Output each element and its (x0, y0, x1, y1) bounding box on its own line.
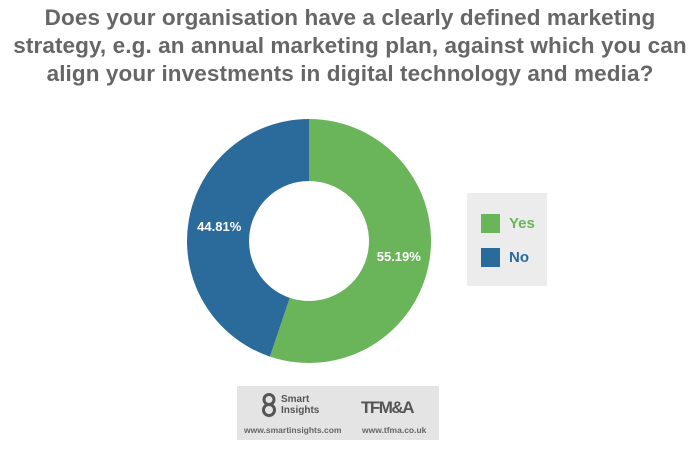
legend-item-no: No (481, 248, 529, 267)
tfma-logo: TFM&A (361, 398, 414, 417)
donut-slices (187, 119, 431, 363)
legend-swatch-yes (481, 214, 500, 233)
donut-slice-yes (269, 119, 431, 363)
smart-insights-icon (262, 393, 276, 417)
donut-slice-no (187, 119, 309, 357)
smart-insights-logo-text: Smart Insights (281, 394, 319, 416)
logo-left-line2: Insights (281, 405, 320, 416)
chart-legend: Yes No (467, 193, 547, 286)
logo-left-line1: Smart (281, 394, 310, 405)
legend-item-yes: Yes (481, 214, 535, 233)
legend-swatch-no (481, 248, 500, 267)
url-tfma: www.tfma.co.uk (362, 425, 427, 435)
smart-insights-logo: Smart Insights (261, 393, 319, 417)
legend-label-no: No (509, 249, 529, 266)
footer-logos: Smart Insights TFM&A www.smartinsights.c… (237, 386, 439, 440)
chart-title: Does your organisation have a clearly de… (13, 5, 687, 86)
url-smartinsights: www.smartinsights.com (244, 425, 342, 435)
data-label-yes: 55.19% (377, 249, 422, 264)
legend-label-yes: Yes (509, 215, 535, 232)
data-label-no: 44.81% (197, 219, 242, 234)
donut-data-labels: 55.19% 44.81% (197, 219, 421, 264)
